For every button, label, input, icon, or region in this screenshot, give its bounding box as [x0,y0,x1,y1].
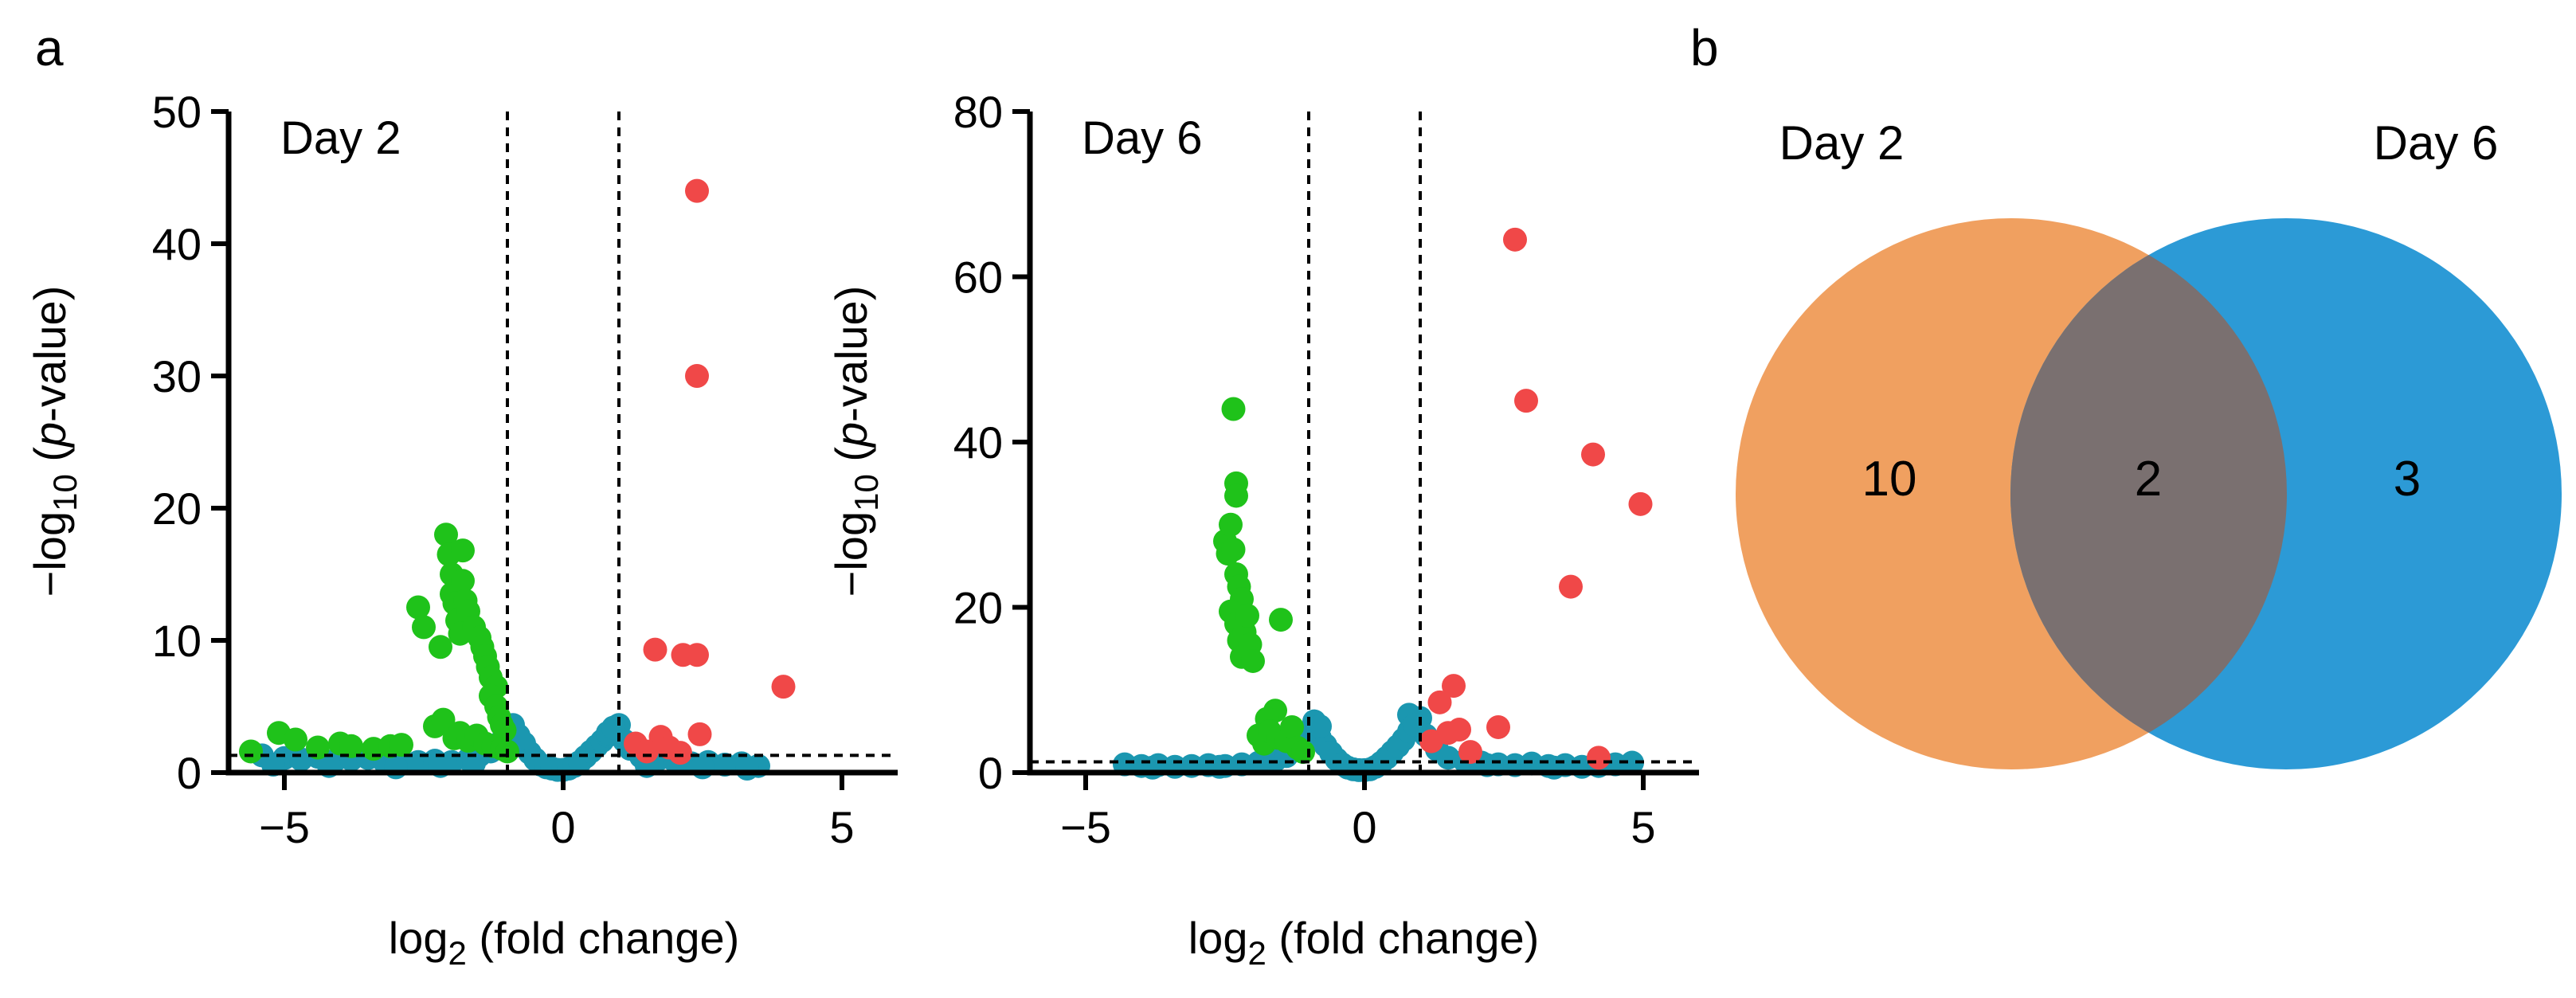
point-up [1447,718,1471,742]
point-ns [691,755,714,780]
point-ns [1308,714,1332,738]
y-tick-label: 60 [953,252,1003,303]
point-down [339,734,363,758]
day-2-y-ticks: 0 10 20 30 40 50 [152,87,229,798]
y-tick-label: 20 [152,483,202,534]
point-up [685,178,709,203]
venn-count-day-2-only: 10 [1862,452,1917,507]
venn-label-day-2: Day 2 [1779,116,1905,170]
point-down [284,727,307,752]
venn-overlap-region [2010,218,2287,769]
point-down [1235,603,1259,628]
volcano-plot-day-2: 0 10 20 30 40 50 −5 0 5 Day 2 log2 (fold change… [25,87,898,972]
y-tick-label: 0 [978,748,1003,798]
point-ns [1542,755,1566,780]
point-ns [384,755,408,780]
panel-label-a: a [35,19,64,76]
point-down [429,635,452,659]
point-down [306,735,330,760]
venn-label-day-6: Day 6 [2374,116,2499,170]
point-up [1514,389,1538,413]
day-2-title: Day 2 [280,112,401,164]
x-tick-label: 5 [829,802,854,852]
point-down [451,569,475,593]
point-ns [735,757,759,781]
panel-label-b: b [1690,19,1719,76]
point-up [1503,227,1527,252]
day-6-y-axis-title: −log10 (p-value) [826,286,885,597]
y-tick-label: 50 [152,87,202,137]
y-tick-label: 30 [152,351,202,401]
point-ns [1620,750,1644,775]
point-up [685,643,709,667]
point-up [1427,690,1452,714]
point-up [668,741,692,765]
point-up [1442,674,1466,699]
point-down [1219,512,1243,537]
point-up [1587,746,1611,770]
day-2-x-axis-title: log2 (fold change) [389,913,740,972]
point-down [1291,740,1315,765]
x-tick-label: −5 [259,802,310,852]
point-ns [601,715,625,740]
day-2-data-marks [239,178,796,782]
point-down [1224,483,1248,508]
y-tick-label: 10 [152,616,202,666]
x-tick-label: 5 [1631,802,1655,852]
point-up [685,364,709,388]
point-up [1628,491,1653,516]
y-tick-label: 80 [953,87,1003,137]
point-down [1280,714,1304,739]
point-ns [1141,755,1165,780]
day-6-x-axis-title: log2 (fold change) [1188,913,1540,972]
point-ns [462,751,486,776]
venn-count-overlap: 2 [2135,452,2162,507]
point-up [1581,442,1605,467]
point-down [406,595,430,620]
point-up [643,637,667,662]
point-up [687,722,712,746]
point-up [771,675,796,699]
day-6-title: Day 6 [1082,112,1203,164]
day-6-data-marks [1113,227,1653,782]
y-tick-label: 20 [953,583,1003,633]
point-up [1486,714,1510,739]
x-tick-label: 0 [1352,802,1376,852]
point-up [1419,729,1443,753]
point-up [1458,740,1482,765]
point-down [1241,648,1265,673]
point-down [390,733,413,757]
venn-count-day-6-only: 3 [2394,452,2421,507]
day-6-y-ticks: 0 20 40 60 80 [953,87,1030,798]
venn-diagram: Day 2 Day 6 10 2 3 [1736,116,2562,769]
y-tick-label: 40 [953,417,1003,468]
point-down [451,538,475,563]
point-up [635,739,659,764]
day-2-x-ticks: −5 0 5 [259,773,855,852]
y-tick-label: 40 [152,219,202,269]
point-down [1221,397,1246,421]
y-tick-label: 0 [177,748,202,798]
point-down [239,739,263,764]
point-down [434,522,458,547]
point-up [1559,574,1583,599]
x-tick-label: −5 [1060,802,1111,852]
point-down [431,707,456,732]
point-down [412,615,436,640]
day-2-y-axis-title: −log10 (p-value) [25,286,84,597]
point-down [1269,608,1293,632]
day-6-x-ticks: −5 0 5 [1060,773,1656,852]
point-down [1221,537,1246,562]
x-tick-label: 0 [550,802,575,852]
